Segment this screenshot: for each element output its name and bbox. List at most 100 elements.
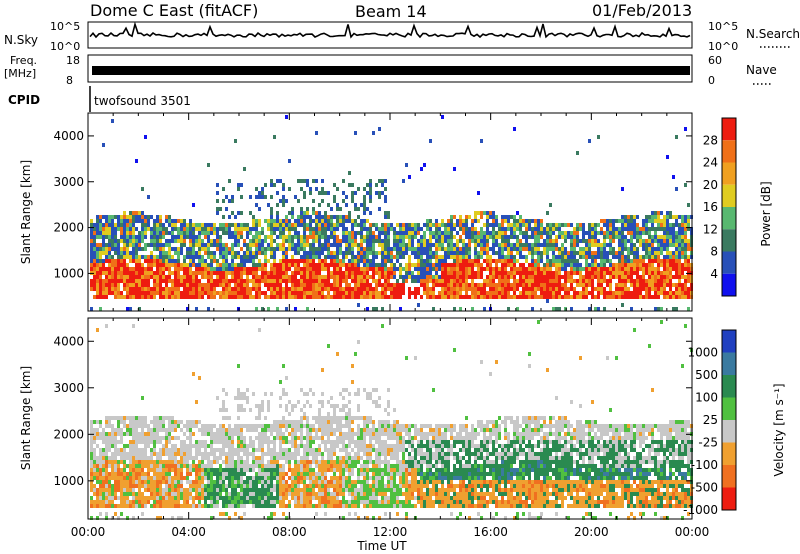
- power-cell: [240, 263, 243, 267]
- velocity-cell: [135, 444, 138, 448]
- power-cell: [366, 291, 369, 295]
- power-cell: [255, 235, 258, 239]
- power-cell: [93, 223, 96, 227]
- power-cell: [501, 255, 504, 259]
- power-cell: [156, 291, 159, 295]
- power-cell: [105, 219, 108, 223]
- power-cell: [687, 255, 690, 259]
- velocity-cell: [186, 452, 189, 456]
- power-cell: [375, 239, 378, 243]
- velocity-cell: [237, 364, 240, 368]
- power-cell: [423, 283, 426, 287]
- power-cell: [330, 235, 333, 239]
- power-cell: [135, 215, 138, 219]
- power-cell: [492, 291, 495, 295]
- power-cell: [156, 247, 159, 251]
- power-cell: [489, 211, 492, 215]
- power-cell: [285, 239, 288, 243]
- power-cell: [657, 211, 660, 215]
- velocity-cell: [150, 488, 153, 492]
- power-cell: [135, 295, 138, 299]
- power-cell: [405, 279, 408, 283]
- velocity-cell: [93, 488, 96, 492]
- velocity-cell: [216, 436, 219, 440]
- power-cell: [354, 275, 357, 279]
- power-cell: [573, 279, 576, 283]
- power-cell: [123, 259, 126, 263]
- power-cell: [642, 263, 645, 267]
- velocity-cell: [147, 464, 150, 468]
- velocity-cell: [132, 324, 135, 328]
- power-cell: [198, 239, 201, 243]
- power-cell: [162, 287, 165, 291]
- power-cell: [636, 271, 639, 275]
- velocity-cell: [141, 468, 144, 472]
- power-cell: [492, 283, 495, 287]
- velocity-cell: [240, 440, 243, 444]
- power-cell: [288, 187, 291, 191]
- power-cell: [375, 291, 378, 295]
- power-cell: [678, 231, 681, 235]
- power-cell: [336, 203, 339, 207]
- power-cell: [588, 255, 591, 259]
- power-cell: [240, 259, 243, 263]
- velocity-cell: [90, 472, 93, 476]
- power-cell: [516, 235, 519, 239]
- power-cell: [144, 291, 147, 295]
- power-cell: [303, 215, 306, 219]
- power-cell: [306, 227, 309, 231]
- velocity-cell: [147, 484, 150, 488]
- velocity-cell: [198, 420, 201, 424]
- power-cell: [282, 291, 285, 295]
- power-cell: [495, 287, 498, 291]
- power-cell: [612, 251, 615, 255]
- power-cell: [234, 139, 237, 143]
- power-cell: [186, 279, 189, 283]
- power-cell: [609, 295, 612, 299]
- power-cell: [105, 243, 108, 247]
- velocity-cell: [165, 448, 168, 452]
- power-cell: [447, 255, 450, 259]
- power-cell: [300, 243, 303, 247]
- power-cell: [582, 251, 585, 255]
- power-cell: [198, 223, 201, 227]
- velocity-cell: [228, 500, 231, 504]
- power-cell: [567, 231, 570, 235]
- freq-label: Freq.: [10, 54, 37, 67]
- power-cell: [582, 287, 585, 291]
- power-cell: [627, 279, 630, 283]
- colorbar-segment: [722, 251, 736, 274]
- power-cell: [660, 239, 663, 243]
- velocity-cell: [207, 496, 210, 500]
- power-cell: [246, 247, 249, 251]
- power-cell: [336, 267, 339, 271]
- power-cell: [639, 227, 642, 231]
- velocity-cell: [177, 448, 180, 452]
- power-cell: [339, 251, 342, 255]
- power-cell: [387, 283, 390, 287]
- power-cell: [618, 263, 621, 267]
- power-cell: [684, 255, 687, 259]
- velocity-cell: [138, 484, 141, 488]
- velocity-cell: [138, 436, 141, 440]
- power-cell: [399, 223, 402, 227]
- power-cell: [300, 295, 303, 299]
- power-cell: [270, 195, 273, 199]
- power-cell: [474, 215, 477, 219]
- power-cell: [642, 219, 645, 223]
- power-cell: [459, 259, 462, 263]
- power-cell: [201, 223, 204, 227]
- velocity-cell: [210, 516, 213, 520]
- power-cell: [120, 271, 123, 275]
- velocity-cell: [231, 456, 234, 460]
- velocity-cell: [219, 472, 222, 476]
- power-cell: [336, 243, 339, 247]
- power-cell: [339, 283, 342, 287]
- power-cell: [207, 295, 210, 299]
- power-cell: [423, 247, 426, 251]
- power-cell: [354, 191, 357, 195]
- velocity-cell: [126, 484, 129, 488]
- power-cell: [498, 243, 501, 247]
- power-cell: [465, 215, 468, 219]
- power-cell: [435, 231, 438, 235]
